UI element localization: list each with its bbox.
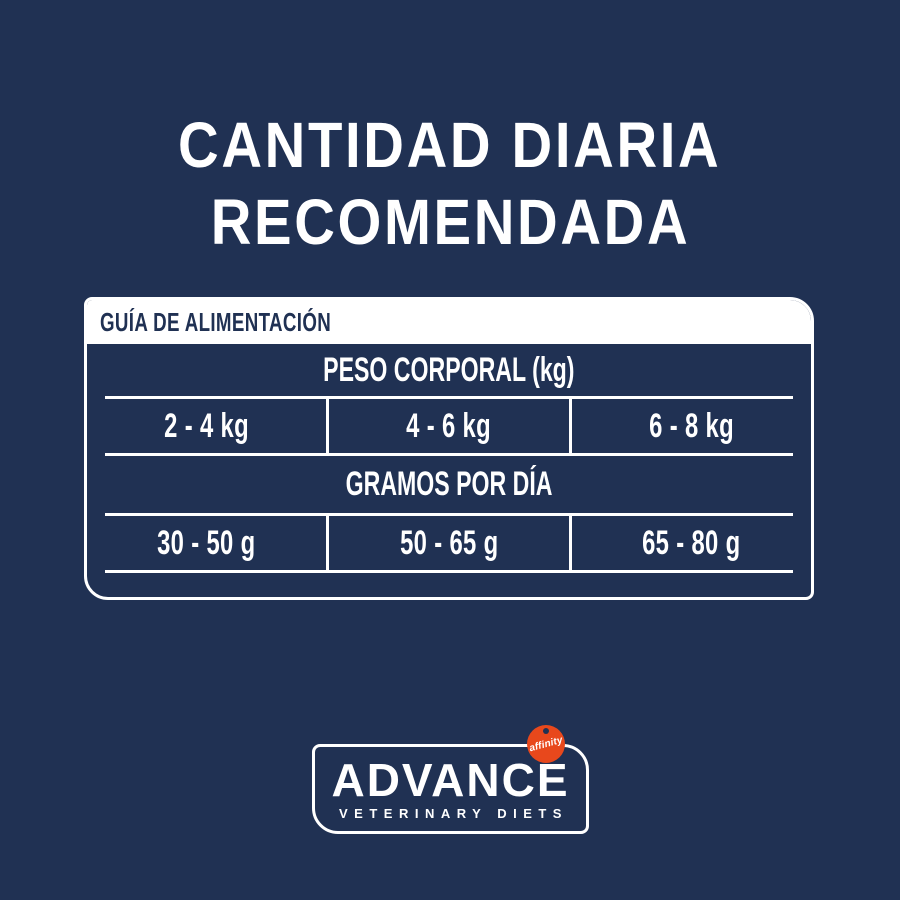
affinity-badge-label: affinity: [528, 734, 564, 754]
feeding-guide-header-label: GUÍA DE ALIMENTACIÓN: [100, 306, 332, 337]
divider-line: [105, 453, 793, 456]
advance-logo: ADVANCE VETERINARY DIETS affinity: [312, 725, 589, 834]
page-title-line1: CANTIDAD DIARIA: [178, 108, 722, 181]
divider-line: [105, 396, 793, 399]
weight-cell-3: 6 - 8 kg: [568, 399, 811, 453]
page-title: CANTIDAD DIARIA RECOMENDADA: [0, 107, 900, 261]
grams-cell-2: 50 - 65 g: [326, 516, 568, 570]
feeding-guide-header: GUÍA DE ALIMENTACIÓN: [87, 300, 811, 344]
grams-section-header: GRAMOS POR DÍA: [345, 465, 553, 503]
weight-cell-1: 2 - 4 kg: [164, 406, 250, 445]
brand-subtitle: VETERINARY DIETS: [339, 806, 568, 821]
page-title-line2: RECOMENDADA: [210, 185, 690, 258]
grams-cell-1: 30 - 50 g: [157, 523, 256, 562]
divider-line: [105, 513, 793, 516]
weight-cell-2: 4 - 6 kg: [326, 399, 568, 453]
affinity-badge-icon: affinity: [527, 725, 565, 763]
weight-section-header: PESO CORPORAL (kg): [323, 350, 575, 389]
badge-hole: [543, 728, 549, 734]
grams-values-row: 30 - 50 g 50 - 65 g 65 - 80 g: [87, 516, 811, 570]
weight-values-row: 2 - 4 kg 4 - 6 kg 6 - 8 kg: [87, 399, 811, 453]
feeding-guide-card: GUÍA DE ALIMENTACIÓN PESO CORPORAL (kg) …: [84, 297, 814, 600]
grams-cell-3: 65 - 80 g: [568, 516, 811, 570]
divider-line: [105, 570, 793, 573]
brand-name: ADVANCE: [331, 754, 570, 806]
